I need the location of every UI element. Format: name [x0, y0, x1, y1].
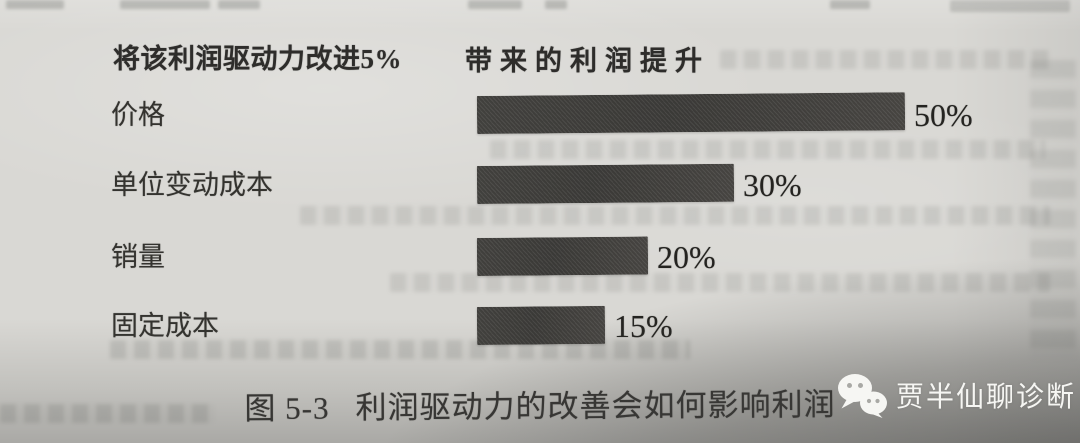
- category-label: 销量: [111, 242, 165, 273]
- value-label: 20%: [657, 238, 716, 275]
- bar-sales-volume: [476, 236, 649, 276]
- bar-price: [476, 92, 906, 134]
- wechat-icon: [836, 372, 888, 418]
- column-header-impact: 带来的利润提升: [465, 46, 710, 76]
- chart-row-sales-volume: 销量 20%: [0, 236, 1080, 276]
- value-label: 50%: [914, 96, 973, 133]
- value-label: 30%: [743, 166, 802, 203]
- watermark-text: 贾半仙聊诊断: [896, 381, 1077, 412]
- category-label: 单位变动成本: [111, 170, 273, 201]
- bar-fixed-cost: [476, 305, 606, 345]
- figure-title: 利润驱动力的改善会如何影响利润: [355, 386, 836, 426]
- figure-number: 图 5-3: [244, 390, 330, 427]
- category-label: 固定成本: [111, 311, 219, 342]
- watermark: 贾半仙聊诊断: [836, 372, 1076, 418]
- bar-unit-variable-cost: [476, 163, 735, 204]
- chart-row-price: 价格 50%: [0, 92, 1080, 134]
- value-label: 15%: [614, 307, 673, 344]
- category-label: 价格: [111, 100, 165, 131]
- chart-row-unit-variable-cost: 单位变动成本 30%: [0, 163, 1080, 204]
- column-header-driver: 将该利润驱动力改进5%: [113, 44, 402, 74]
- chart-row-fixed-cost: 固定成本 15%: [0, 305, 1080, 345]
